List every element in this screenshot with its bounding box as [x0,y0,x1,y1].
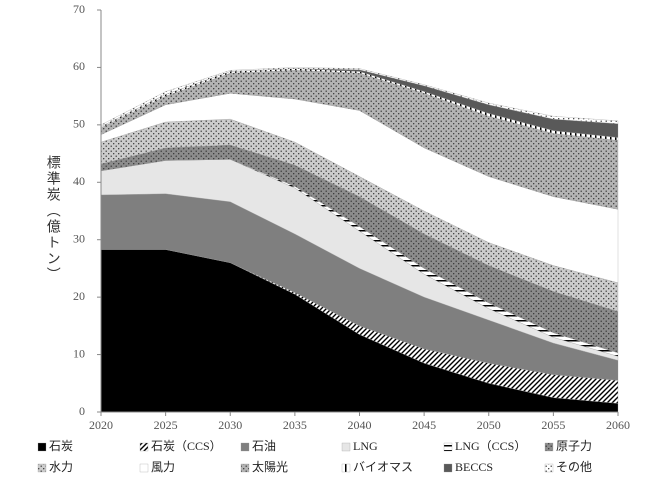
y-tick-label: 0 [79,404,85,418]
y-tick-label: 60 [73,59,85,73]
x-tick-label: 2060 [606,418,630,432]
legend-label: その他 [556,460,592,474]
y-tick-label: 40 [73,174,85,188]
y-tick-label: 20 [73,289,85,303]
legend-swatch [544,442,554,452]
x-tick-label: 2025 [154,418,178,432]
legend-label: 石油 [252,439,276,453]
legend-label: 太陽光 [252,459,288,474]
x-tick-label: 2050 [477,418,501,432]
legend-swatch [544,463,554,473]
legend-swatch [240,463,250,473]
x-tick-label: 2055 [541,418,565,432]
legend-swatch [341,442,351,452]
legend-label: LNG [353,439,378,453]
legend-swatch [139,463,149,473]
legend-label: 石炭（CCS） [151,439,222,453]
legend-label: 原子力 [556,439,592,453]
y-tick-label: 50 [73,117,85,131]
legend-label: 石炭 [49,439,73,453]
legend-swatch [443,442,453,452]
y-axis-label: 標準炭（億トン） [45,155,61,283]
legend-label: 水力 [49,460,73,474]
y-tick-label: 70 [73,2,85,16]
legend-swatch [139,442,149,452]
x-tick-label: 2030 [218,418,242,432]
x-tick-label: 2020 [89,418,113,432]
y-tick-label: 10 [73,346,85,360]
x-tick-label: 2035 [283,418,307,432]
legend-swatch [341,463,351,473]
area [100,67,619,127]
legend-swatch [37,442,47,452]
legend-swatch [37,463,47,473]
x-tick-label: 2045 [412,418,436,432]
x-tick-label: 2040 [348,418,372,432]
legend-label: 風力 [151,460,175,474]
legend-label: BECCS [455,460,493,474]
legend-swatch [443,463,453,473]
y-tick-label: 30 [73,231,85,245]
legend-label: バイオマス [353,460,413,474]
legend-swatch [240,442,250,452]
legend-label: LNG（CCS） [455,439,526,453]
